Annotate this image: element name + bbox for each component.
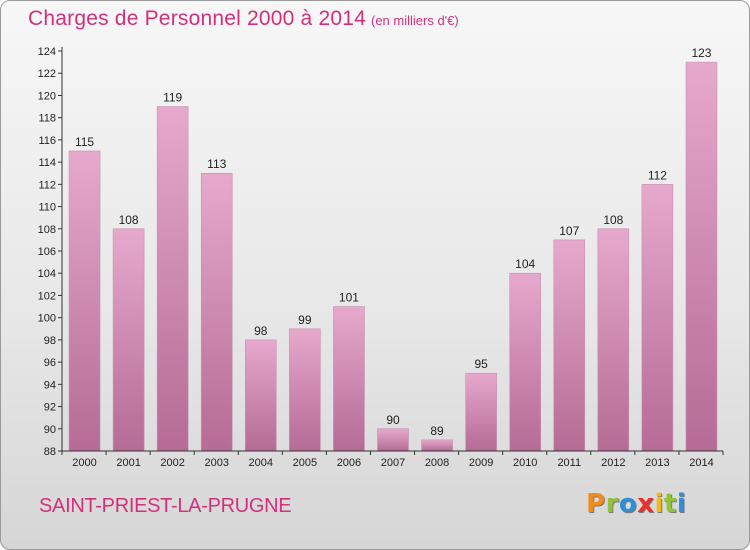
axes-group: 88 90 92 94 96 98 100 102 104 106 108 110 112 114 116 1… bbox=[38, 46, 724, 469]
x-tick-label: 2002 bbox=[160, 457, 184, 469]
bar-2003 bbox=[200, 172, 233, 452]
bar-2008 bbox=[421, 439, 453, 452]
logo-letter: x bbox=[637, 489, 655, 519]
x-tick-label: 2009 bbox=[469, 457, 493, 469]
x-tick-label: 2003 bbox=[204, 457, 228, 469]
x-tick-label: 2014 bbox=[689, 457, 713, 469]
y-tick-label: 90 bbox=[44, 424, 56, 436]
bar-2009 bbox=[465, 372, 497, 452]
y-tick-label: 118 bbox=[38, 113, 56, 125]
value-label: 123 bbox=[691, 46, 711, 60]
x-tick-label: 2001 bbox=[116, 457, 140, 469]
logo-letter: o bbox=[618, 489, 638, 519]
proxiti-logo[interactable]: Proxiti bbox=[586, 489, 686, 519]
bar-2000 bbox=[68, 150, 101, 452]
y-tick-label: 122 bbox=[38, 68, 56, 80]
bar-2006 bbox=[333, 306, 365, 452]
y-tick-label: 104 bbox=[38, 268, 56, 280]
x-tick-label: 2013 bbox=[645, 457, 669, 469]
y-tick-label: 120 bbox=[38, 90, 56, 102]
chart-title: Charges de Personnel 2000 à 2014 bbox=[28, 7, 366, 30]
value-label: 89 bbox=[430, 424, 444, 438]
x-tick-label: 2007 bbox=[381, 457, 405, 469]
x-tick-label: 2004 bbox=[249, 457, 273, 469]
value-label: 107 bbox=[559, 224, 579, 238]
logo-letter: i bbox=[676, 489, 687, 519]
y-tick-label: 102 bbox=[38, 290, 56, 302]
x-tick-label: 2010 bbox=[513, 457, 537, 469]
bar-2005 bbox=[289, 328, 321, 452]
logo-letter: i bbox=[654, 489, 664, 519]
y-tick-label: 110 bbox=[38, 202, 56, 214]
logo-letter: P bbox=[586, 489, 606, 519]
y-tick-label: 116 bbox=[38, 135, 56, 147]
value-label: 99 bbox=[298, 313, 312, 327]
y-tick-label: 92 bbox=[44, 402, 56, 414]
x-tick-label: 2008 bbox=[425, 457, 449, 469]
value-label: 108 bbox=[603, 213, 623, 227]
x-tick-label: 2012 bbox=[601, 457, 625, 469]
bar-2011 bbox=[553, 239, 586, 452]
bar-2007 bbox=[377, 428, 409, 452]
value-label: 112 bbox=[648, 168, 667, 182]
value-label: 108 bbox=[119, 213, 139, 227]
bar-2014 bbox=[685, 61, 718, 452]
bar-2004 bbox=[245, 339, 277, 452]
value-label: 115 bbox=[75, 135, 94, 149]
x-tick-label: 2000 bbox=[72, 457, 96, 469]
value-label: 95 bbox=[474, 357, 488, 371]
y-tick-label: 108 bbox=[38, 224, 56, 236]
y-tick-label: 100 bbox=[38, 313, 56, 325]
value-label: 98 bbox=[254, 324, 268, 338]
x-tick-label: 2006 bbox=[337, 457, 361, 469]
value-label: 104 bbox=[515, 257, 535, 271]
bar-2002 bbox=[156, 106, 189, 452]
bar-2010 bbox=[509, 272, 542, 452]
y-tick-label: 114 bbox=[38, 157, 56, 169]
y-tick-label: 96 bbox=[44, 357, 56, 369]
logo-letter: t bbox=[663, 489, 677, 519]
value-label: 90 bbox=[386, 413, 400, 427]
bar-2013 bbox=[641, 184, 674, 452]
bars-group: 115 108 119 113 98 99 101 90 89 95 104 107 108 112 123 bbox=[68, 46, 718, 452]
chart-subtitle: (en milliers d'€) bbox=[371, 13, 459, 28]
y-tick-label: 94 bbox=[44, 379, 56, 391]
x-tick-label: 2005 bbox=[293, 457, 317, 469]
y-tick-label: 124 bbox=[38, 46, 56, 58]
y-tick-label: 98 bbox=[44, 335, 56, 347]
value-label: 113 bbox=[207, 157, 226, 171]
x-tick-label: 2011 bbox=[557, 457, 581, 469]
y-tick-label: 112 bbox=[38, 179, 56, 191]
bar-2012 bbox=[597, 228, 630, 452]
y-tick-label: 106 bbox=[38, 246, 56, 258]
value-label: 101 bbox=[339, 291, 359, 305]
y-tick-label: 88 bbox=[44, 446, 56, 458]
bar-2001 bbox=[112, 228, 145, 452]
commune-name: SAINT-PRIEST-LA-PRUGNE bbox=[39, 495, 292, 517]
value-label: 119 bbox=[163, 91, 182, 105]
logo-letter: r bbox=[605, 489, 619, 519]
